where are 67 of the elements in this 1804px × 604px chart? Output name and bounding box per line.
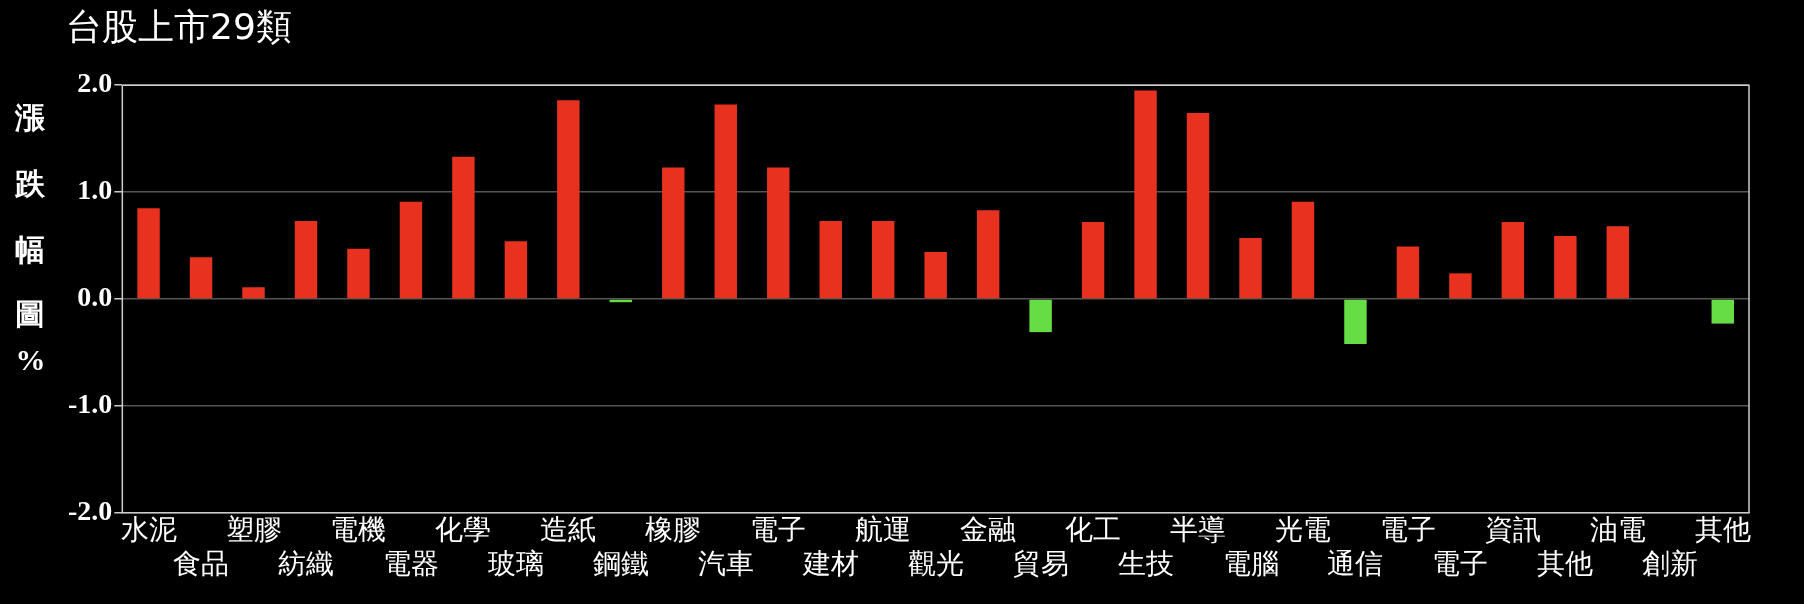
bar <box>1711 299 1734 324</box>
bar <box>924 251 947 299</box>
x-tick-label: 半導 <box>1170 513 1227 545</box>
bar <box>1501 222 1525 299</box>
x-tick-label: 食品 <box>173 547 230 579</box>
y-tick-label: 2.0 <box>77 67 113 99</box>
x-tick-label: 金融 <box>960 513 1017 545</box>
x-tick-label: 創新 <box>1642 547 1699 579</box>
x-tick-label: 貿易 <box>1012 547 1069 579</box>
bar <box>1081 222 1105 299</box>
bar <box>976 210 1000 299</box>
bar <box>1134 90 1157 299</box>
x-tick-label: 油電 <box>1589 513 1646 545</box>
x-tick-label: 生技 <box>1117 547 1174 579</box>
x-tick-label: 其他 <box>1537 547 1594 579</box>
x-tick-label: 汽車 <box>697 547 754 579</box>
y-tick-label: -2.0 <box>68 495 113 527</box>
bar <box>1029 299 1052 333</box>
y-tick-label: -1.0 <box>68 388 113 420</box>
x-tick-label: 化工 <box>1065 513 1122 545</box>
x-tick-label: 資訊 <box>1484 513 1541 545</box>
x-tick-label: 橡膠 <box>645 513 702 545</box>
bar <box>1449 273 1472 299</box>
x-tick-label: 玻璃 <box>487 547 544 579</box>
bar <box>662 167 685 299</box>
x-tick-label: 觀光 <box>907 547 964 579</box>
x-tick-label: 鋼鐵 <box>592 547 649 579</box>
bar <box>1344 299 1367 344</box>
bar <box>871 220 895 299</box>
bar <box>1186 112 1210 299</box>
y-axis-title: 漲跌幅圖% <box>13 79 48 443</box>
x-tick-label: 電子 <box>750 513 807 545</box>
x-tick-label: 塑膠 <box>225 513 282 545</box>
x-tick-label: 其他 <box>1694 513 1751 545</box>
bar <box>452 156 475 299</box>
bar <box>714 104 737 299</box>
bar <box>347 248 370 299</box>
x-tick-label: 水泥 <box>120 513 177 545</box>
x-tick-label: 造紙 <box>540 513 597 545</box>
chart-title: 台股上市29類 <box>66 5 292 47</box>
bar <box>819 220 842 299</box>
bar <box>767 167 790 299</box>
x-tick-label: 通信 <box>1327 547 1384 579</box>
x-tick-label: 航運 <box>855 513 912 545</box>
bar <box>399 201 423 299</box>
x-tick-label: 光電 <box>1274 513 1331 545</box>
x-tick-label: 紡織 <box>277 547 334 579</box>
x-tick-label: 電子 <box>1432 547 1489 579</box>
bar <box>1291 201 1315 299</box>
x-tick-label: 電腦 <box>1222 547 1279 579</box>
x-tick-label: 建材 <box>801 547 859 579</box>
bar <box>1396 246 1420 299</box>
bar <box>504 241 528 299</box>
bar <box>137 208 160 299</box>
bar <box>189 257 213 299</box>
y-tick-label: 1.0 <box>77 174 113 206</box>
bar <box>294 220 318 299</box>
x-tick-label: 電子 <box>1379 513 1436 545</box>
bar <box>557 100 580 299</box>
bar <box>1554 235 1577 299</box>
x-tick-label: 化學 <box>435 513 492 545</box>
x-tick-label: 電機 <box>330 513 387 545</box>
x-tick-label: 電器 <box>382 547 439 579</box>
bar <box>1239 238 1262 299</box>
bar <box>1606 226 1630 299</box>
bar <box>242 287 265 299</box>
y-tick-label: 0.0 <box>77 281 113 313</box>
